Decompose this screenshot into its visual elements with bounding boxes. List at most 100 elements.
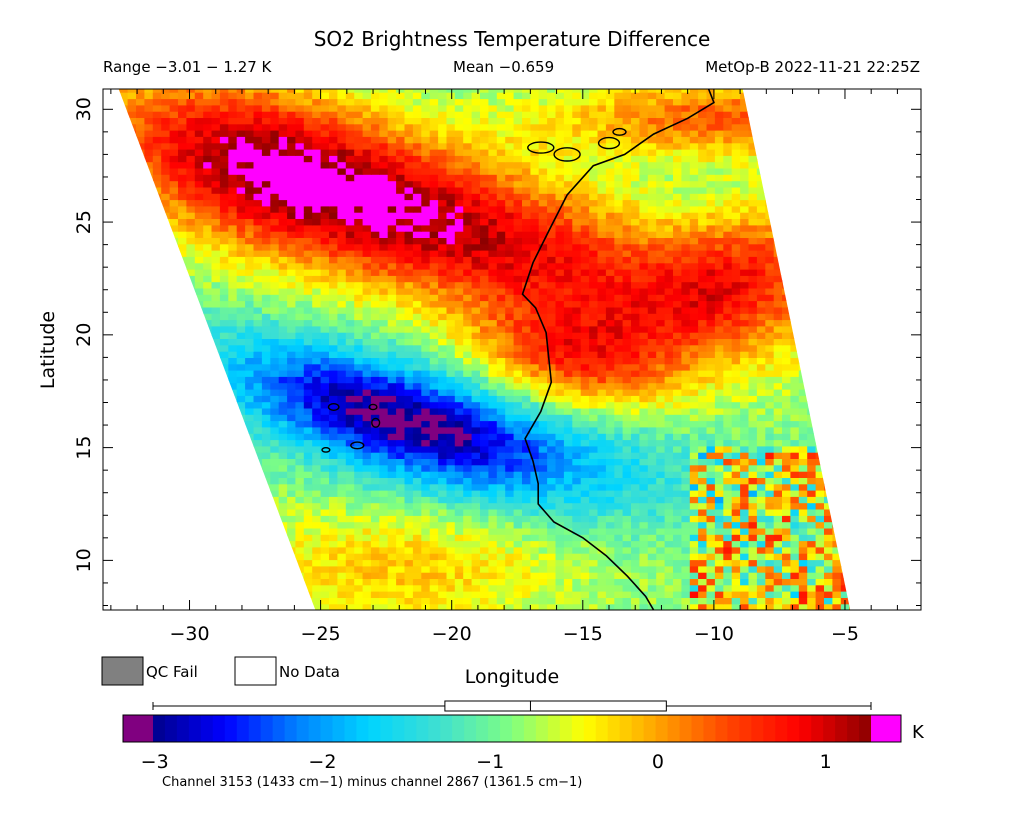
heat-cell [698, 490, 708, 497]
heat-cell [295, 527, 305, 535]
heat-cell [563, 572, 573, 579]
heat-cell [538, 294, 548, 302]
heat-cell [782, 338, 791, 346]
heat-cell [782, 306, 791, 314]
heat-cell [118, 256, 120, 264]
heat-cell [219, 553, 229, 561]
heat-cell [756, 445, 766, 453]
heat-cell [329, 559, 338, 567]
heat-cell [245, 357, 255, 365]
heat-cell [194, 370, 204, 377]
heat-cell [731, 382, 741, 390]
heat-cell [631, 509, 640, 516]
heat-cell [454, 256, 464, 264]
heat-cell [329, 515, 338, 523]
heat-cell [488, 509, 498, 516]
heat-cell [597, 591, 607, 598]
heat-cell [480, 275, 489, 283]
heat-cell [144, 306, 154, 314]
heat-cell [555, 572, 565, 579]
heat-cell [152, 565, 162, 573]
heat-cell [748, 584, 758, 592]
heat-cell [664, 294, 674, 302]
heat-cell [698, 433, 708, 441]
heat-cell [689, 414, 699, 422]
heat-cell [698, 439, 708, 447]
heat-cell [396, 553, 406, 561]
heat-cell [396, 534, 406, 542]
heat-cell [681, 426, 691, 434]
heat-cell [555, 344, 565, 352]
heat-cell [807, 332, 817, 339]
heat-cell [740, 269, 750, 276]
heat-cell [261, 344, 271, 352]
heat-cell [178, 565, 187, 573]
heat-cell [723, 281, 733, 289]
heat-cell [454, 281, 464, 289]
heat-cell [580, 515, 590, 523]
heat-cell [597, 281, 607, 289]
heat-cell [144, 483, 154, 491]
heat-cell [152, 546, 162, 554]
heat-cell [740, 584, 750, 592]
heat-cell [178, 382, 187, 390]
heat-cell [622, 509, 632, 516]
heat-cell [496, 313, 506, 321]
heat-cell [832, 382, 842, 390]
heat-cell [563, 439, 573, 447]
heat-cell [303, 269, 313, 276]
heat-cell [320, 452, 330, 459]
heat-cell [253, 256, 263, 264]
heat-cell [236, 426, 246, 434]
heat-cell [329, 509, 338, 516]
heat-cell [706, 591, 716, 598]
heat-cell [782, 300, 791, 308]
heat-cell [136, 426, 145, 434]
heat-cell [303, 363, 313, 371]
heat-cell [681, 559, 691, 567]
heat-cell [740, 306, 750, 314]
heat-cell [513, 546, 523, 554]
heat-cell [119, 319, 129, 327]
heat-cell [656, 546, 666, 554]
heat-cell [312, 534, 322, 542]
heat-cell [740, 521, 750, 529]
heat-cell [219, 332, 229, 339]
heat-cell [144, 256, 154, 264]
heat-cell [127, 502, 137, 510]
heat-cell [228, 553, 238, 561]
heat-cell [840, 269, 850, 276]
heat-cell [488, 572, 498, 579]
heat-cell [731, 534, 741, 542]
heat-cell [219, 502, 229, 510]
heat-cell [656, 401, 666, 409]
heat-cell [849, 414, 851, 422]
heat-cell [152, 490, 162, 497]
heat-cell [488, 553, 498, 561]
heat-cell [790, 471, 800, 478]
heat-cell [454, 414, 464, 422]
heat-cell [236, 357, 246, 365]
heat-cell [748, 477, 758, 485]
heat-cell [362, 357, 372, 365]
heat-cell [421, 281, 431, 289]
heat-cell [547, 426, 557, 434]
heat-cell [849, 370, 851, 377]
heat-cell [404, 306, 414, 314]
heat-cell [228, 389, 238, 396]
heat-cell [673, 370, 682, 377]
heat-cell [287, 376, 297, 384]
heat-cell [756, 376, 766, 384]
heat-cell [387, 338, 397, 346]
heat-cell [396, 509, 406, 516]
heat-cell [320, 483, 330, 491]
heat-cell [228, 565, 238, 573]
heat-cell [194, 344, 204, 352]
heat-cell [832, 376, 842, 384]
heat-cell [790, 407, 800, 415]
heat-cell [118, 332, 120, 339]
heat-cell [765, 395, 775, 403]
heat-cell [219, 490, 229, 497]
heat-cell [438, 572, 448, 579]
heat-cell [656, 534, 666, 542]
